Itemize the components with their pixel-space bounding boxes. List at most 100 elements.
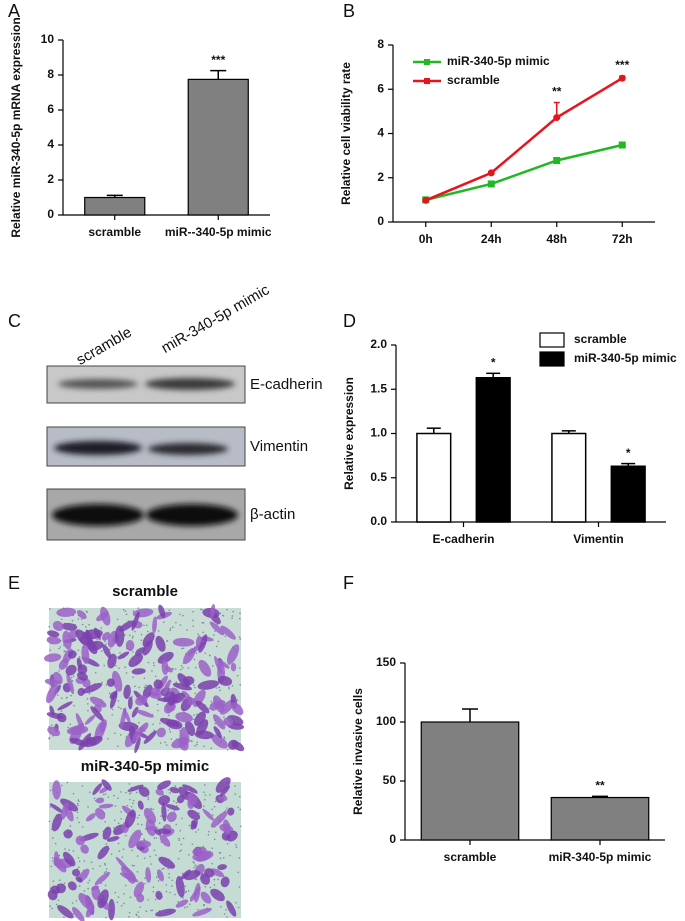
pore [238, 886, 241, 888]
pore [136, 816, 139, 819]
pore [109, 648, 111, 650]
pore [120, 811, 122, 813]
pore [147, 661, 150, 664]
pore [96, 638, 98, 641]
pore [49, 789, 52, 792]
pore [195, 831, 197, 833]
pore [159, 742, 162, 744]
y-tick-label: 8 [377, 37, 384, 51]
cell [166, 811, 177, 823]
y-tick-label: 0 [47, 207, 54, 221]
pore [217, 640, 220, 643]
cell [81, 644, 90, 665]
pore [133, 864, 135, 867]
x-tick-label: E-cadherin [432, 532, 494, 546]
cell [52, 620, 64, 631]
pore [105, 684, 108, 686]
pore [165, 744, 168, 746]
cell [94, 871, 110, 886]
y-tick-label: 0 [389, 832, 396, 846]
cell [155, 635, 166, 652]
pore [72, 850, 75, 852]
pore [130, 792, 132, 794]
pore [131, 651, 134, 653]
cell [95, 808, 106, 820]
legend-marker [424, 78, 430, 84]
pore [136, 855, 139, 857]
pore [143, 686, 146, 688]
pore [239, 808, 242, 811]
pore [89, 791, 91, 793]
cell [108, 898, 115, 921]
cell [47, 630, 60, 638]
pore [126, 804, 129, 807]
cell [60, 802, 69, 820]
point [422, 196, 430, 204]
pore [122, 608, 125, 611]
pore [58, 647, 60, 650]
pore [48, 625, 51, 628]
cell [209, 621, 225, 636]
pore [187, 890, 190, 892]
pore [64, 848, 66, 850]
cell [51, 813, 63, 832]
cell [85, 813, 96, 822]
cell [52, 780, 62, 800]
cell [210, 811, 228, 828]
pore [213, 878, 216, 881]
pore [78, 821, 80, 824]
pore [128, 911, 131, 914]
legend-swatch [539, 351, 565, 367]
cell [142, 632, 155, 647]
point [553, 114, 561, 122]
pore [188, 824, 191, 827]
pore [52, 860, 54, 862]
pore [135, 791, 138, 794]
pore [203, 805, 205, 808]
pore [193, 862, 195, 864]
x-tick-label: 48h [546, 232, 567, 246]
bar [84, 196, 146, 216]
pore [138, 721, 140, 724]
y-tick-label: 2.0 [370, 337, 387, 351]
pore [114, 891, 117, 894]
pore [226, 807, 228, 809]
pore [152, 808, 155, 811]
cell [77, 610, 87, 620]
pore [169, 629, 172, 632]
legend-marker [424, 59, 430, 65]
cell [77, 664, 88, 675]
cell [71, 906, 85, 921]
pore [59, 646, 62, 648]
cell [136, 840, 152, 848]
pore [184, 885, 187, 887]
cell [62, 630, 72, 650]
pore [143, 677, 146, 680]
pore [76, 802, 79, 805]
pore [87, 806, 89, 808]
protein-label: E-cadherin [250, 376, 323, 393]
pore [175, 801, 178, 804]
pore [234, 785, 236, 787]
pore [92, 867, 94, 870]
pore [128, 792, 131, 795]
pore [235, 844, 237, 846]
pore [143, 857, 146, 859]
cell [220, 625, 236, 640]
y-tick-label: 50 [383, 773, 397, 787]
pore [150, 909, 152, 912]
cell [167, 693, 177, 706]
pore [145, 624, 148, 627]
cell [86, 639, 98, 655]
cell [75, 835, 86, 846]
point [618, 141, 626, 149]
cell [67, 881, 77, 891]
cell [220, 876, 230, 888]
cell [109, 691, 118, 700]
pore [51, 857, 54, 859]
cell [145, 826, 158, 831]
pore [93, 797, 96, 800]
pore [237, 871, 240, 874]
pore [150, 863, 152, 865]
cell [157, 651, 174, 664]
